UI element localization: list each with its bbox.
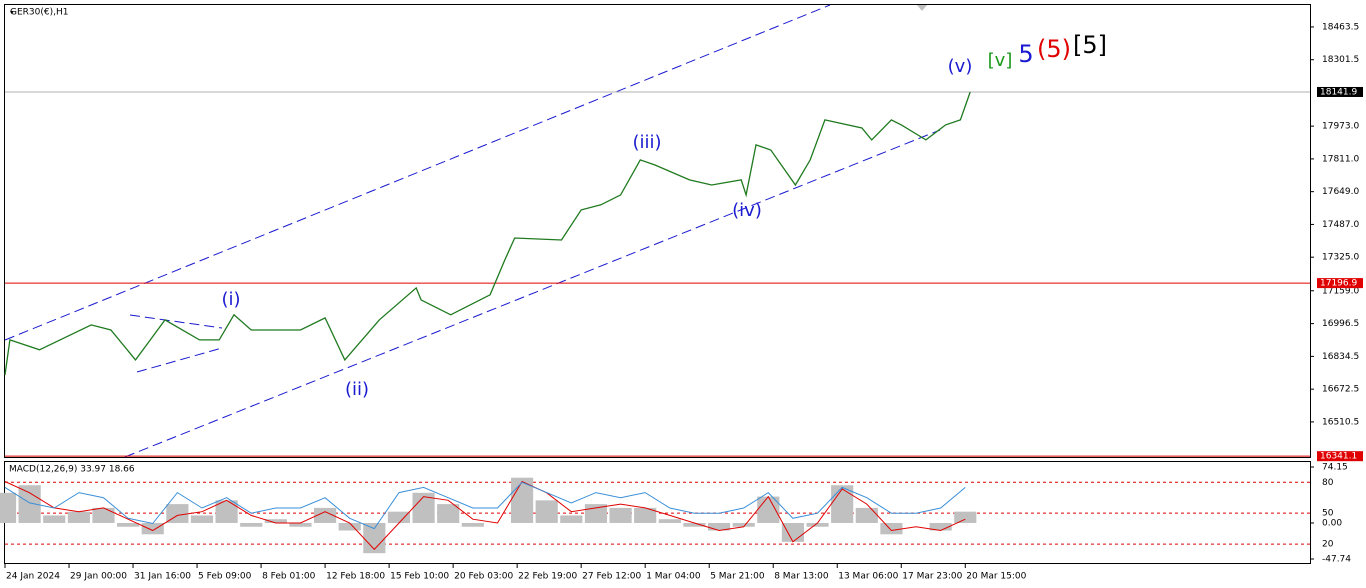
level-label: 17196.9 — [1320, 279, 1357, 289]
histogram-bar — [510, 477, 534, 523]
level-label: 18141.9 — [1320, 87, 1357, 97]
signal-line — [4, 480, 966, 551]
triangle-line — [136, 347, 223, 373]
x-tick-label: 5 Feb 09:00 — [198, 572, 252, 582]
oscillator-line — [4, 481, 966, 530]
price-line — [4, 91, 971, 375]
y-tick-label: 16672.5 — [1322, 385, 1359, 395]
wave-label: (iv) — [732, 200, 762, 221]
y-tick-label: 18463.5 — [1322, 22, 1359, 32]
histogram-bar — [634, 507, 657, 523]
histogram-bar — [67, 511, 90, 523]
histogram-bar — [141, 522, 164, 535]
level-label: 16341.1 — [1320, 452, 1357, 462]
histogram-bar — [338, 522, 361, 531]
wave-label: 5 — [1018, 40, 1033, 68]
wave-label: (iii) — [632, 132, 661, 153]
x-tick-label: 17 Mar 23:00 — [902, 572, 962, 582]
x-tick-label: 27 Feb 12:00 — [582, 572, 641, 582]
y-tick-label: 18301.5 — [1322, 55, 1359, 65]
channel-line — [124, 129, 941, 458]
histogram-bar — [363, 522, 386, 554]
y-tick-label: 17811.0 — [1322, 154, 1359, 164]
x-tick-label: 20 Feb 03:00 — [454, 572, 513, 582]
histogram-bar — [609, 507, 632, 523]
level-label-box — [1317, 86, 1363, 97]
x-tick-label: 24 Jan 2024 — [6, 572, 60, 582]
x-tick-label: 8 Mar 13:00 — [774, 572, 829, 582]
histogram-bar — [190, 515, 214, 523]
y-tick-label: 16834.5 — [1322, 352, 1359, 362]
histogram-bar — [437, 504, 460, 523]
histogram-bar — [732, 522, 755, 527]
y2-tick-label: 50 — [1322, 509, 1334, 519]
triangle-line — [129, 314, 223, 329]
macd-title: MACD(12,26,9) 33.97 18.66 — [9, 465, 135, 475]
histogram-bar — [535, 500, 558, 523]
level-label-box — [1317, 451, 1363, 462]
histogram-bar — [92, 507, 115, 523]
price-panel — [4, 4, 1311, 458]
histogram-bar — [0, 492, 17, 523]
histogram-bar — [954, 511, 977, 523]
histogram-bar — [215, 500, 238, 523]
x-tick-label: 8 Feb 01:00 — [262, 572, 316, 582]
histogram-bar — [831, 485, 854, 523]
wave-label: [5] — [1073, 31, 1107, 59]
x-tick-label: 13 Mar 06:00 — [838, 572, 898, 582]
y-tick-label: 17973.0 — [1322, 122, 1359, 132]
y-tick-label: 17649.0 — [1322, 187, 1359, 197]
x-tick-label: 12 Feb 18:00 — [326, 572, 385, 582]
histogram-bar — [264, 519, 287, 523]
histogram-bar — [412, 492, 435, 523]
wave-label: (5) — [1037, 35, 1071, 63]
histogram-bar — [18, 485, 41, 523]
macd-panel — [4, 461, 1311, 564]
wave-label: [v] — [988, 50, 1013, 71]
x-tick-label: 1 Mar 04:00 — [646, 572, 701, 582]
title-arrow — [10, 11, 14, 14]
x-tick-label: 5 Mar 21:00 — [710, 572, 765, 582]
histogram-bar — [683, 522, 706, 527]
histogram-bar — [117, 522, 140, 527]
x-tick-label: 20 Mar 15:00 — [966, 572, 1026, 582]
histogram-bar — [806, 522, 829, 527]
histogram-bar — [240, 522, 263, 527]
x-tick-label: 31 Jan 16:00 — [134, 572, 191, 582]
wave-label: (ii) — [345, 379, 369, 400]
histogram-bar — [781, 522, 805, 542]
wave-label: (v) — [948, 56, 973, 77]
x-tick-label: 15 Feb 10:00 — [390, 572, 449, 582]
histogram-bar — [560, 515, 583, 523]
channel-line — [4, 4, 831, 341]
histogram-bar — [289, 522, 312, 527]
histogram-bar — [929, 522, 952, 531]
histogram-bar — [461, 522, 484, 527]
y-tick-label: 16996.5 — [1322, 319, 1359, 329]
y-tick-label: 17325.0 — [1322, 253, 1359, 263]
histogram-bar — [658, 519, 681, 523]
x-tick-label: 22 Feb 19:00 — [518, 572, 577, 582]
y-tick-label: -47.74 — [1322, 555, 1351, 565]
histogram-bar — [387, 511, 411, 523]
histogram-bar — [855, 507, 878, 523]
y-tick-label: 17487.0 — [1322, 220, 1359, 230]
shift-marker — [917, 5, 927, 11]
histogram-bar — [880, 522, 903, 535]
y-tick-label: 74.15 — [1322, 463, 1348, 473]
wave-label: (i) — [221, 289, 240, 310]
histogram-bar — [707, 522, 731, 531]
chart-title: GER30(€),H1 — [10, 8, 68, 18]
y-tick-label: 16510.5 — [1322, 417, 1359, 427]
y-tick-label: 0.00 — [1322, 518, 1342, 528]
level-label-box — [1317, 278, 1363, 289]
y2-tick-label: 20 — [1322, 540, 1334, 550]
y-tick-label: 17159.0 — [1322, 286, 1359, 296]
y2-tick-label: 80 — [1322, 478, 1334, 488]
x-tick-label: 29 Jan 00:00 — [70, 572, 127, 582]
histogram-bar — [314, 507, 337, 523]
histogram-bar — [43, 515, 66, 523]
